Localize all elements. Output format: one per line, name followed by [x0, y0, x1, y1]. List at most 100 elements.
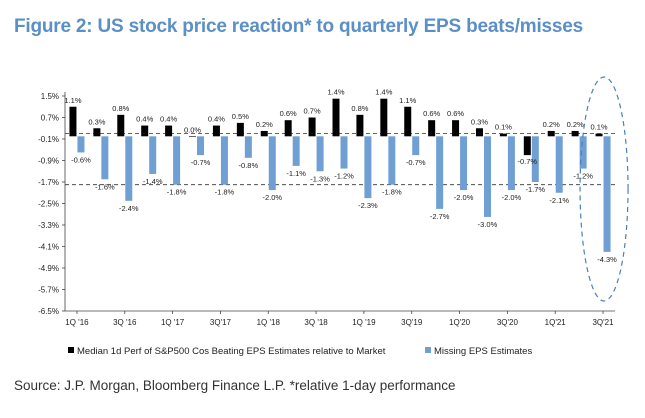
data-label-miss: -2.4% — [119, 204, 139, 213]
x-tick-label: 1Q '16 — [65, 318, 89, 327]
data-label-miss: -1.7% — [526, 185, 546, 194]
data-label-miss: -1.2% — [334, 172, 354, 181]
bar-miss — [268, 136, 276, 191]
source-note: Source: J.P. Morgan, Bloomberg Finance L… — [14, 378, 456, 393]
x-axis: 1Q '16 3Q '16 1Q '17 3Q'17 1Q '18 3Q '18 1Q '1… — [65, 310, 615, 327]
x-tick-label: 1Q '18 — [257, 318, 281, 327]
bar-beat — [332, 98, 340, 137]
bar-beat — [260, 130, 268, 137]
x-tick-label: 1Q '17 — [161, 318, 185, 327]
y-tick-label: -0.1% — [38, 135, 59, 144]
data-label-beat: 1.4% — [327, 88, 344, 97]
highlight-ellipse-shape — [579, 76, 629, 302]
bar-miss — [531, 136, 539, 182]
x-tick-label: 3Q'17 — [210, 318, 232, 327]
bar-beat — [404, 106, 412, 137]
bars — [69, 98, 611, 252]
data-label-beat: 0.0% — [184, 125, 201, 134]
data-label-beat: -0.7% — [518, 157, 538, 166]
data-label-beat: 0.6% — [280, 109, 297, 118]
bar-beat — [69, 106, 77, 137]
bar-beat — [475, 128, 483, 137]
x-tick-label: 1Q '19 — [352, 318, 376, 327]
data-label-beat: 0.3% — [88, 117, 105, 126]
x-tick-label: 1Q'20 — [449, 318, 471, 327]
data-label-beat: 0.1% — [590, 123, 607, 132]
bar-miss — [244, 136, 252, 158]
bar-miss — [173, 136, 181, 185]
y-tick-label: -2.5% — [38, 200, 59, 209]
data-label-miss: -3.0% — [478, 220, 498, 229]
data-label-beat: 0.1% — [495, 123, 512, 132]
bar-beat — [428, 120, 436, 137]
y-tick-label: -5.7% — [38, 286, 59, 295]
data-label-miss: -2.0% — [454, 193, 474, 202]
data-label-miss: -1.2% — [573, 172, 593, 181]
highlight-ellipse — [579, 76, 629, 302]
bar-miss — [220, 136, 228, 185]
data-label-miss: -1.6% — [95, 182, 115, 191]
bar-miss — [412, 136, 420, 156]
data-label-miss: -1.8% — [382, 188, 402, 197]
legend-label-beat: Median 1d Perf of S&P500 Cos Beating EPS… — [77, 346, 386, 357]
bar-beat — [595, 133, 603, 137]
data-labels: 1.1% -0.6% 0.3% -1.6% 0.8% -2.4% 0.4% -1.4% 0.4%… — [64, 88, 617, 264]
y-tick-label: 0.7% — [41, 114, 59, 123]
data-label-beat: 0.8% — [112, 104, 129, 113]
data-label-miss: -2.0% — [502, 193, 522, 202]
bar-miss — [125, 136, 133, 201]
bar-miss — [101, 136, 109, 180]
bar-miss — [579, 136, 587, 169]
y-tick-label: -1.7% — [38, 178, 59, 187]
bar-beat — [212, 125, 220, 137]
data-label-beat: 0.4% — [136, 115, 153, 124]
bar-beat — [117, 114, 125, 137]
y-tick-label: -3.3% — [38, 221, 59, 230]
y-tick-label: -6.5% — [38, 307, 59, 316]
bar-miss — [507, 136, 515, 191]
x-tick-label: 3Q '16 — [113, 318, 137, 327]
data-label-beat: 0.3% — [471, 117, 488, 126]
data-label-beat: 0.7% — [304, 107, 321, 116]
data-label-miss: -4.3% — [597, 255, 617, 264]
y-tick-label: -0.9% — [38, 157, 59, 166]
data-label-beat: 1.1% — [64, 96, 81, 105]
data-label-miss: -1.1% — [286, 169, 306, 178]
bar-miss — [77, 136, 85, 153]
chart-title: Figure 2: US stock price reaction* to qu… — [14, 16, 584, 37]
data-label-miss: -1.3% — [310, 174, 330, 183]
bar-miss — [316, 136, 324, 172]
data-label-miss: -2.1% — [549, 196, 569, 205]
data-label-beat: 1.1% — [399, 96, 416, 105]
bar-miss — [460, 136, 468, 191]
bar-miss — [603, 136, 611, 252]
x-tick-label: 3Q'19 — [401, 318, 423, 327]
data-label-beat: 0.2% — [567, 120, 584, 129]
data-label-miss: -2.7% — [430, 212, 450, 221]
bar-beat — [356, 114, 364, 137]
bar-beat — [93, 128, 101, 137]
bar-miss — [555, 136, 563, 193]
x-tick-label: 3Q'21 — [592, 318, 614, 327]
data-label-miss: -0.8% — [239, 161, 259, 170]
data-label-beat: 0.4% — [208, 115, 225, 124]
bar-miss — [436, 136, 444, 209]
data-label-miss: -1.8% — [167, 188, 187, 197]
data-label-beat: 0.2% — [543, 120, 560, 129]
data-label-beat: 0.6% — [423, 109, 440, 118]
data-label-beat: 1.4% — [375, 88, 392, 97]
bar-beat — [380, 98, 388, 137]
data-label-miss: -1.8% — [215, 188, 235, 197]
data-label-beat: 0.6% — [447, 109, 464, 118]
bar-miss — [197, 136, 205, 156]
legend-swatch-miss — [425, 347, 431, 353]
y-tick-label: -4.9% — [38, 264, 59, 273]
bar-miss — [388, 136, 396, 185]
x-tick-label: 3Q '18 — [304, 318, 328, 327]
data-label-miss: -2.0% — [262, 193, 282, 202]
data-label-miss: -0.7% — [191, 158, 211, 167]
bar-beat — [189, 136, 197, 137]
data-label-miss: -1.4% — [143, 177, 163, 186]
bar-miss — [292, 136, 300, 166]
